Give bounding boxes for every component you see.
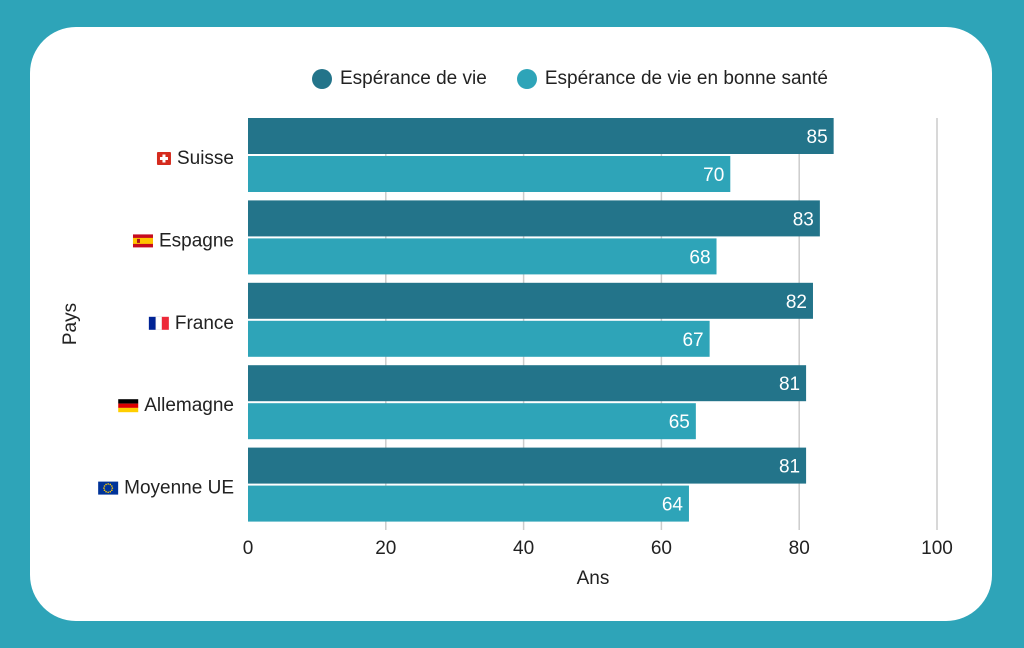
data-label-healthy-0: 70 <box>703 165 724 186</box>
data-label-healthy-4: 64 <box>662 495 684 516</box>
legend-swatch-life-expectancy <box>312 69 332 89</box>
x-tick-label-100: 100 <box>921 538 953 559</box>
data-label-life-3: 81 <box>779 374 800 395</box>
x-tick-label-80: 80 <box>789 538 810 559</box>
data-label-healthy-1: 68 <box>689 247 710 268</box>
eu-flag-icon <box>98 481 119 495</box>
legend-label-life-expectancy: Espérance de vie <box>340 68 487 89</box>
chart-legend: Espérance de vie Espérance de vie en bon… <box>312 68 858 90</box>
legend-item-healthy-life-expectancy: Espérance de vie en bonne santé <box>516 68 828 90</box>
legend-swatch-healthy-life-expectancy <box>516 69 537 89</box>
bar-healthy-0 <box>248 156 731 192</box>
data-label-healthy-3: 65 <box>669 412 690 433</box>
x-tick-label-60: 60 <box>651 538 672 559</box>
x-tick-label-40: 40 <box>513 538 534 559</box>
data-label-life-4: 81 <box>779 457 800 478</box>
bar-life-1 <box>248 200 820 237</box>
spanish-flag-icon <box>132 234 153 248</box>
category-label-3: Allemagne <box>144 395 234 416</box>
german-flag-icon <box>118 399 139 413</box>
category-label-4: Moyenne UE <box>124 478 234 499</box>
legend-item-life-expectancy: Espérance de vie <box>312 68 487 90</box>
bar-healthy-1 <box>248 238 717 275</box>
bar-life-4 <box>248 447 807 484</box>
y-axis-title: Pays <box>60 303 81 345</box>
bar-healthy-4 <box>248 485 689 522</box>
category-label-1: Espagne <box>159 230 234 251</box>
data-label-healthy-2: 67 <box>682 330 703 351</box>
x-tick-label-0: 0 <box>243 538 254 559</box>
x-tick-label-20: 20 <box>375 538 396 559</box>
bar-life-2 <box>248 282 813 319</box>
data-label-life-0: 85 <box>807 127 828 148</box>
bar-life-3 <box>248 365 807 402</box>
data-label-life-1: 83 <box>793 209 814 230</box>
bar-life-0 <box>248 118 834 154</box>
french-flag-icon <box>148 316 169 331</box>
bar-healthy-3 <box>248 403 696 440</box>
category-label-0: Suisse <box>177 148 234 169</box>
legend-label-healthy-life-expectancy: Espérance de vie en bonne santé <box>544 68 828 89</box>
category-label-2: France <box>175 313 234 334</box>
x-axis-title: Ans <box>577 568 610 589</box>
swiss-flag-icon <box>156 152 171 165</box>
bar-healthy-2 <box>248 320 710 357</box>
data-label-life-2: 82 <box>786 292 807 313</box>
